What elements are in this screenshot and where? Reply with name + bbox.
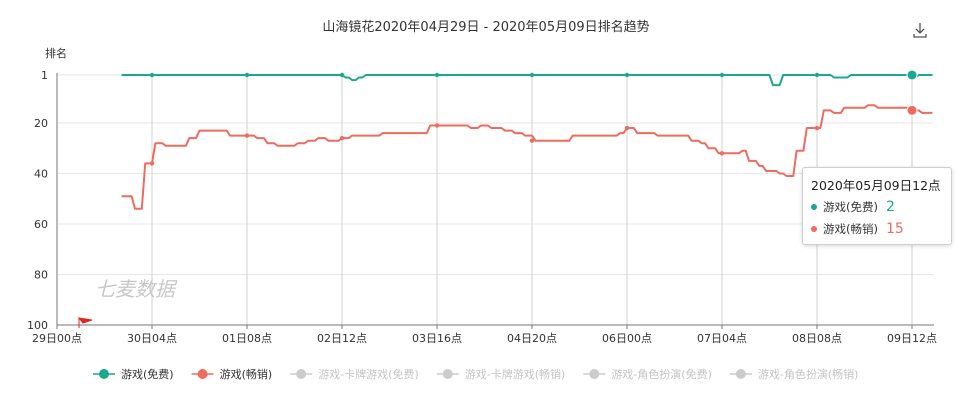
data-point — [906, 104, 918, 116]
legend-dot-icon — [197, 369, 208, 379]
x-tick-label: 29日00点 — [32, 332, 82, 345]
data-point — [624, 72, 630, 78]
x-tick-label: 04日20点 — [507, 332, 557, 345]
y-tick-label: 100 — [27, 319, 48, 332]
watermark: 七麦数据 — [95, 277, 178, 301]
y-tick-label: 80 — [34, 268, 48, 281]
data-point — [719, 151, 725, 156]
y-tick-label: 1 — [41, 69, 48, 82]
data-point — [529, 138, 535, 143]
legend-label: 游戏(免费) — [121, 367, 174, 381]
tooltip-label-free: 游戏(免费) — [823, 200, 878, 214]
tooltip-row-free: 游戏(免费) 2 — [811, 198, 895, 216]
data-point — [814, 72, 820, 78]
legend-label: 游戏(畅销) — [220, 367, 273, 381]
tooltip-value-free: 2 — [885, 199, 895, 215]
tooltip-value-paid: 15 — [885, 221, 904, 237]
data-point — [244, 72, 250, 78]
data-point — [149, 161, 155, 166]
legend-dot-icon — [442, 369, 453, 379]
flag-icon — [77, 317, 93, 328]
x-tick-label: 02日12点 — [317, 332, 367, 345]
y-axis-title: 排名 — [45, 46, 67, 60]
data-point — [434, 123, 440, 128]
legend-label: 游戏-卡牌游戏(畅销) — [465, 367, 566, 381]
data-point — [339, 72, 345, 78]
legend-label: 游戏-角色扮演(畅销) — [758, 367, 859, 381]
legend-label: 游戏-卡牌游戏(免费) — [318, 367, 419, 381]
data-point — [814, 125, 820, 131]
x-tick-label: 09日12点 — [887, 332, 937, 345]
legend-item[interactable]: 游戏(免费) — [93, 367, 174, 381]
legend-dot-icon — [296, 369, 307, 379]
series-line-free — [121, 74, 933, 87]
legend: 游戏(免费) 游戏(畅销) 游戏-卡牌游戏(免费) 游戏-卡牌游戏(畅销) 游戏-角色扮… — [93, 367, 858, 381]
x-tick-label: 06日00点 — [602, 332, 652, 345]
chart-title: 山海镜花2020年04月29日 - 2020年05月09日排名趋势 — [322, 19, 649, 35]
y-tick-label: 60 — [34, 218, 48, 231]
y-tick-label: 40 — [34, 167, 48, 180]
markers-layer — [149, 69, 918, 166]
legend-dot-icon — [589, 369, 600, 379]
x-tick-label: 30日04点 — [127, 332, 177, 345]
data-point — [149, 72, 155, 78]
data-point — [339, 135, 345, 141]
paid-dot-icon — [811, 225, 817, 232]
tooltip-title: 2020年05月09日12点 — [811, 178, 941, 193]
data-point — [719, 72, 725, 78]
legend-item[interactable]: 游戏(畅销) — [191, 367, 273, 381]
series-line-paid — [121, 104, 933, 210]
tooltip: 2020年05月09日12点 游戏(免费) 2 游戏(畅销) 15 — [802, 167, 952, 245]
data-point — [244, 133, 250, 138]
data-point — [434, 72, 440, 78]
data-point — [906, 69, 918, 81]
y-tick-label: 20 — [34, 117, 48, 130]
legend-dot-icon — [99, 369, 109, 379]
x-tick-label: 01日08点 — [222, 332, 272, 345]
series-layer — [121, 74, 933, 210]
x-tick-label: 08日08点 — [792, 332, 842, 345]
download-icon[interactable] — [913, 23, 927, 38]
legend-item[interactable]: 游戏-角色扮演(畅销) — [729, 367, 859, 381]
free-dot-icon — [811, 203, 817, 210]
tooltip-row-paid: 游戏(畅销) 15 — [811, 220, 904, 238]
legend-item[interactable]: 游戏-角色扮演(免费) — [583, 367, 712, 381]
legend-item[interactable]: 游戏-卡牌游戏(免费) — [290, 367, 419, 381]
grid-lines — [57, 74, 934, 325]
tooltip-label-paid: 游戏(畅销) — [823, 222, 878, 236]
legend-item[interactable]: 游戏-卡牌游戏(畅销) — [436, 367, 566, 381]
legend-dot-icon — [735, 369, 746, 379]
legend-label: 游戏-角色扮演(免费) — [611, 367, 712, 381]
data-point — [624, 125, 630, 131]
x-tick-label: 07日04点 — [697, 332, 747, 345]
x-tick-label: 03日16点 — [412, 332, 462, 345]
data-point — [529, 72, 535, 78]
